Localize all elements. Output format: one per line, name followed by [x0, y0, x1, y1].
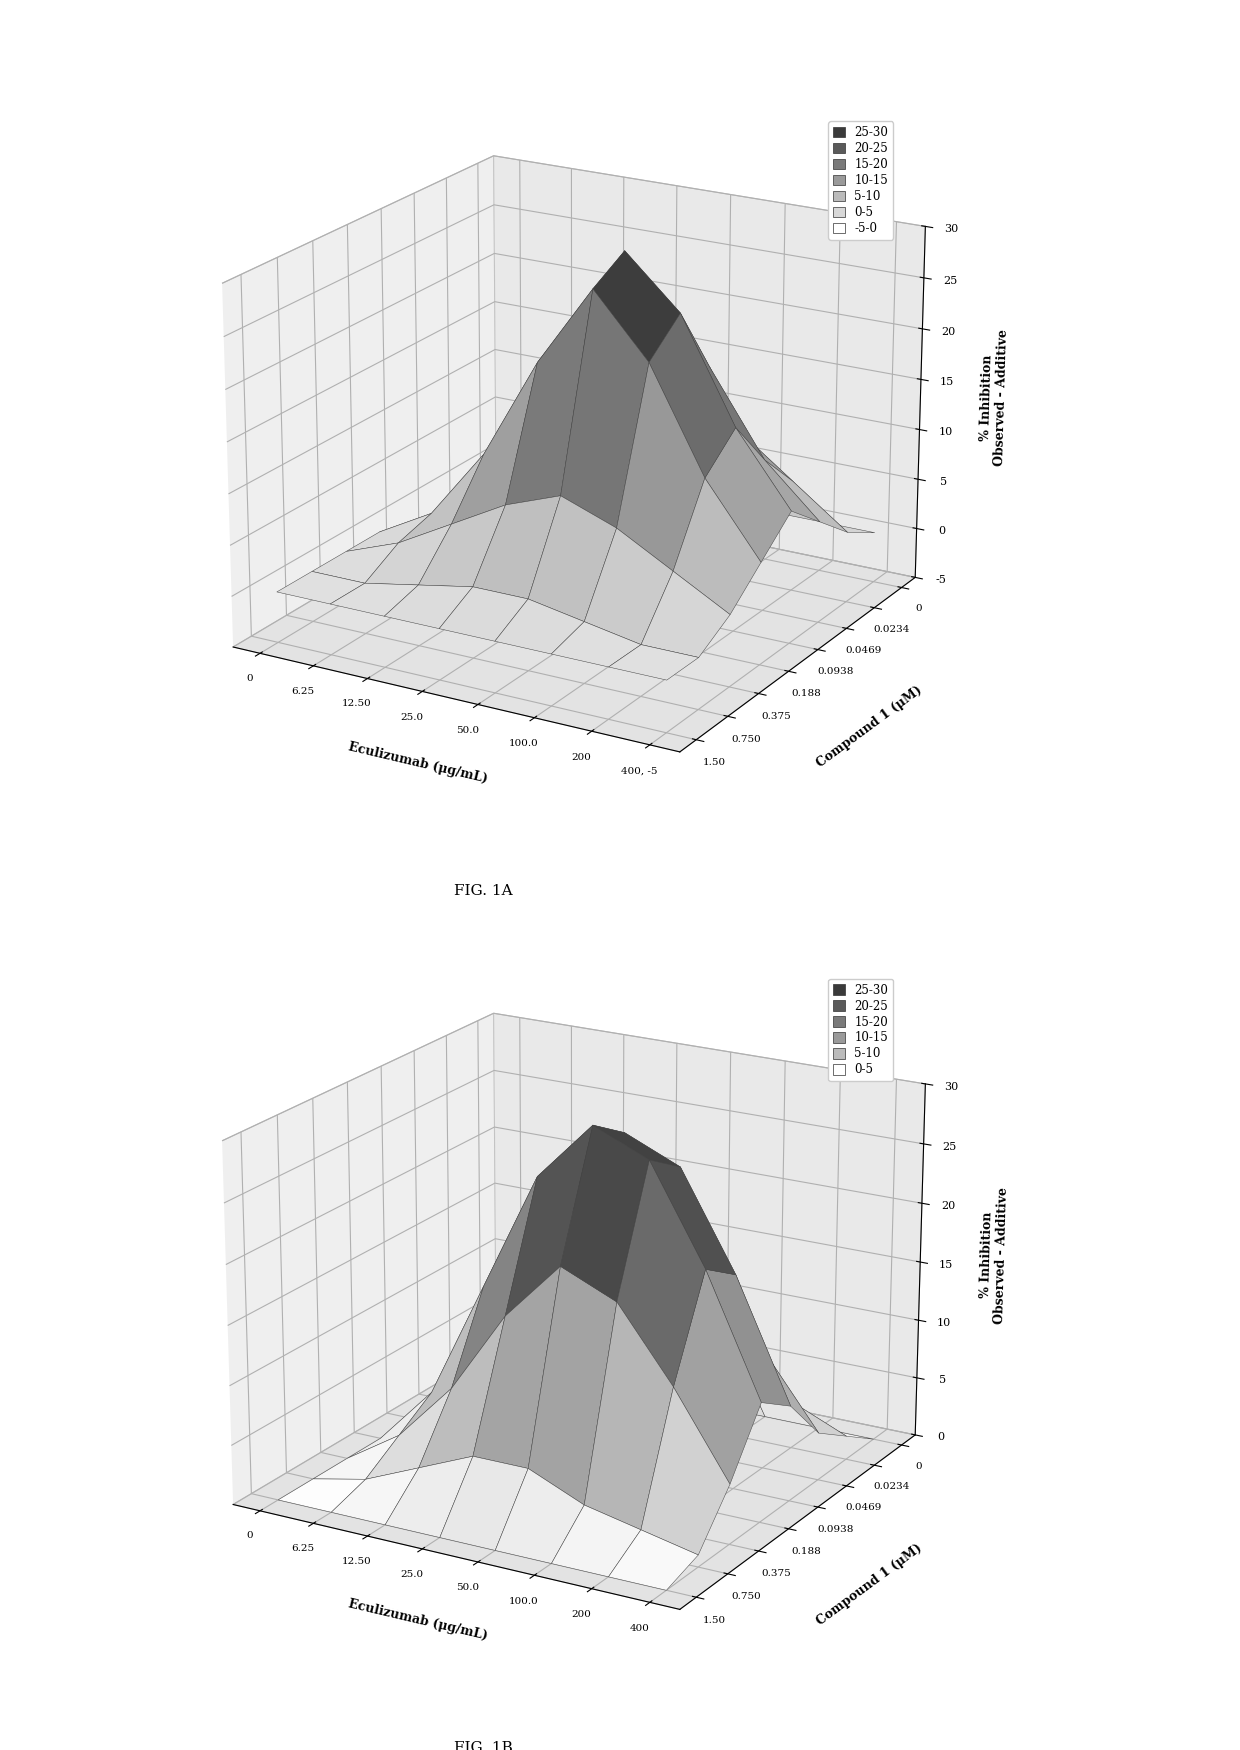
Legend: 25-30, 20-25, 15-20, 10-15, 5-10, 0-5: 25-30, 20-25, 15-20, 10-15, 5-10, 0-5: [828, 978, 893, 1082]
Text: FIG. 1B: FIG. 1B: [454, 1741, 512, 1750]
Y-axis label: Compound 1 (μM): Compound 1 (μM): [813, 684, 924, 770]
Legend: 25-30, 20-25, 15-20, 10-15, 5-10, 0-5, -5-0: 25-30, 20-25, 15-20, 10-15, 5-10, 0-5, -…: [828, 121, 893, 240]
X-axis label: Eculizumab (μg/mL): Eculizumab (μg/mL): [347, 740, 489, 786]
Text: FIG. 1A: FIG. 1A: [454, 884, 512, 898]
Y-axis label: Compound 1 (μM): Compound 1 (μM): [813, 1542, 924, 1628]
X-axis label: Eculizumab (μg/mL): Eculizumab (μg/mL): [347, 1598, 489, 1643]
